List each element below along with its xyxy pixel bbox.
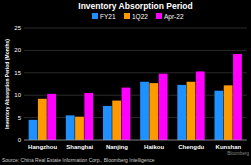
x-tick-label: Kunshan [216,144,242,150]
y-tick-label: 20 [14,47,21,53]
bar [177,85,186,140]
legend-swatch [124,13,130,19]
x-tick-label: Shanghai [66,144,93,150]
grid-line [24,28,247,29]
bar [196,71,205,140]
bar [112,101,121,140]
chart: Inventory Absorption Period FY21 1Q22 Apr-2… [0,0,251,165]
bar [103,106,112,140]
grid-line [24,140,247,141]
bar [233,54,242,140]
source: Source: China Real Estate Information Co… [2,157,155,163]
bar [140,82,149,140]
bar [84,93,93,140]
y-axis-label: Inventory Absorption Period (Months) [4,39,10,129]
grid-line [24,117,247,118]
legend-swatch [156,13,162,19]
title: Inventory Absorption Period [78,1,192,11]
bar [149,83,158,140]
y-tick-label: 15 [14,70,21,76]
grid-line [24,50,247,51]
x-tick-label: Haikou [144,144,164,150]
legend-swatch [92,13,98,19]
bar [187,82,196,140]
x-tick-label: Nanjing [106,144,128,150]
bar [29,120,38,140]
x-tick-label: Chengdu [178,144,204,150]
legend-label: Apr-22 [164,13,184,21]
bar [38,99,47,140]
bar [75,117,84,140]
bar [66,115,75,140]
bar [159,74,168,140]
watermark: Bloomberg [227,151,249,156]
chart-svg: Inventory Absorption Period FY21 1Q22 Apr-2… [0,0,251,165]
x-axis [24,140,247,141]
bar [122,88,131,140]
bar [47,94,56,140]
y-tick-label: 0 [18,137,22,143]
bar [224,85,233,140]
bars [29,54,242,140]
y-tick-label: 25 [14,25,21,31]
x-tick-label: Hangzhou [28,144,57,150]
legend-label: 1Q22 [132,13,148,21]
bar [214,91,223,140]
y-tick-label: 5 [18,115,22,121]
grid-line [24,95,247,96]
y-tick-label: 10 [14,92,21,98]
legend-label: FY21 [100,13,116,20]
grid-line [24,72,247,73]
